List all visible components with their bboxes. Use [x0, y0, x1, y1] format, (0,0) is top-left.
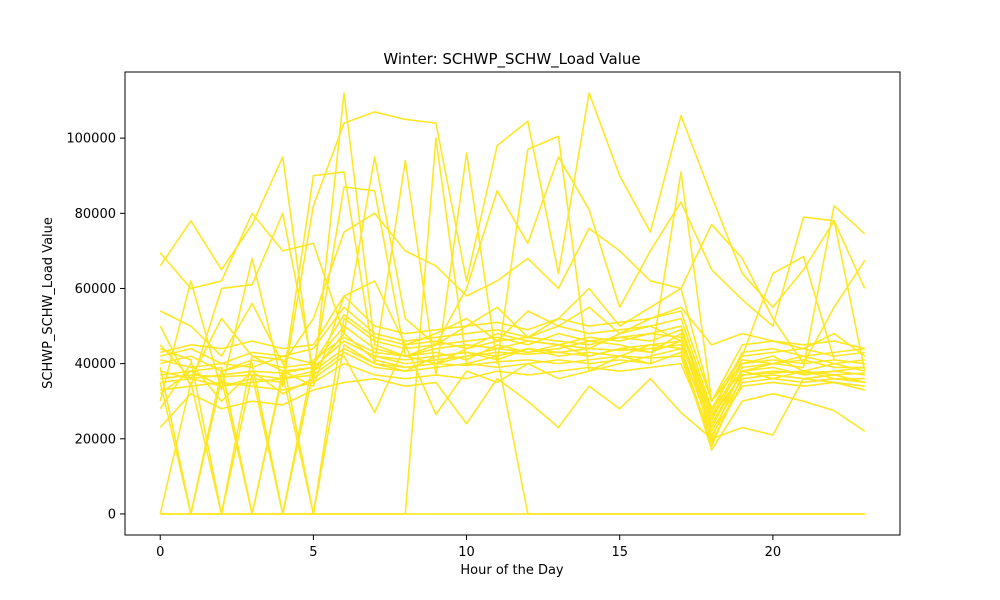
x-tick-label: 15	[611, 545, 628, 560]
x-tick-label: 10	[458, 545, 475, 560]
series-line-13	[159, 377, 865, 440]
series-line-17	[160, 362, 865, 436]
series-line-14	[160, 325, 865, 440]
series-line-19	[159, 317, 865, 515]
y-tick-label: 100000	[66, 132, 116, 147]
series-layer	[159, 92, 866, 515]
series-line-10	[159, 212, 866, 365]
series-line-21	[160, 313, 865, 418]
y-tick-label: 80000	[75, 207, 116, 222]
plot-frame	[124, 71, 901, 536]
y-tick-label: 0	[108, 507, 116, 522]
series-line-7	[159, 92, 866, 402]
series-line-18	[159, 332, 865, 515]
y-tick-label: 40000	[75, 357, 116, 372]
x-tick-label: 20	[765, 545, 782, 560]
x-tick-label: 5	[309, 545, 317, 560]
x-axis-title: Hour of the Day	[460, 563, 564, 578]
series-line-9	[159, 156, 866, 387]
x-tick-label: 0	[156, 545, 164, 560]
y-axis: 0 20000 40000 60000 80000 100000	[66, 132, 125, 522]
series-line-23	[160, 295, 865, 403]
y-axis-title: SCHWP_SCHW_Load Value	[41, 217, 56, 389]
x-axis: 0 5 10 15 20	[156, 535, 781, 560]
y-tick-label: 60000	[75, 282, 116, 297]
series-line-20	[160, 340, 865, 515]
chart-title: Winter: SCHWP_SCHW_Load Value	[383, 50, 640, 69]
series-line-8	[159, 135, 865, 403]
y-tick-label: 20000	[75, 432, 116, 447]
series-line-22	[160, 351, 865, 444]
series-line-15	[160, 347, 865, 448]
series-line-16	[160, 306, 865, 410]
